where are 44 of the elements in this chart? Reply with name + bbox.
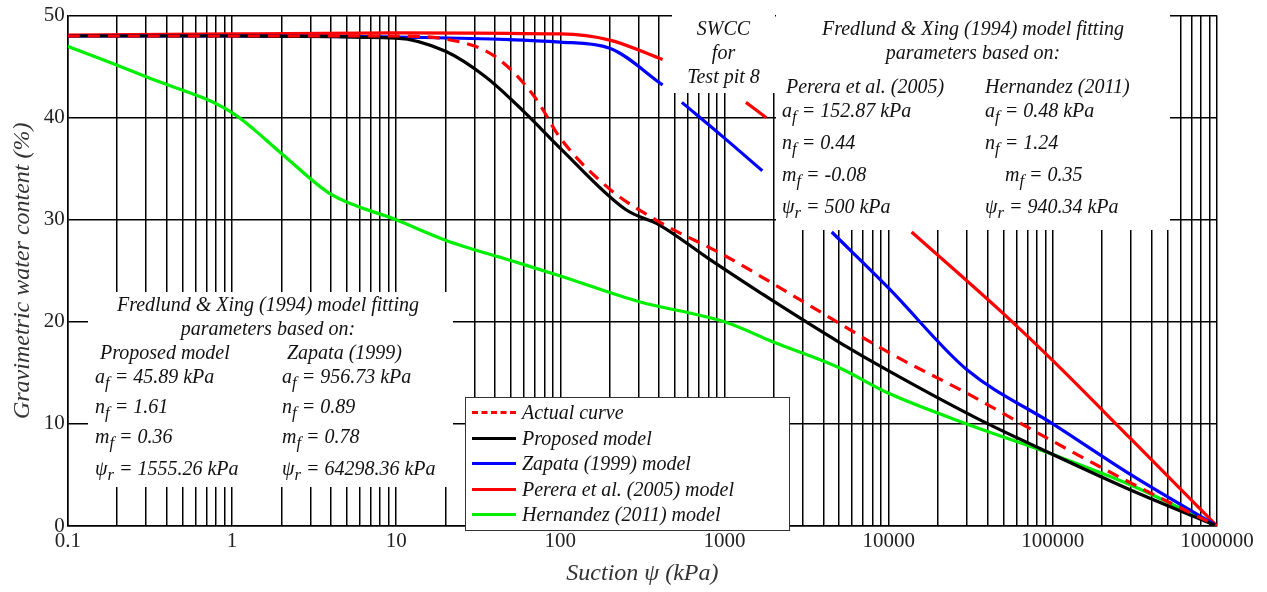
annotation: n$_{f}$ = 1.61	[95, 394, 170, 424]
annotation: ψ$_{r}$ = 940.34 kPa	[985, 194, 1120, 224]
annotation: Perera et al. (2005)	[786, 74, 946, 98]
x-tick-label: 10	[385, 528, 407, 553]
x-axis-title: Suction ψ (kPa)	[566, 558, 719, 585]
annotation: Test pit 8	[686, 64, 761, 88]
y-tick-label: 40	[43, 104, 65, 129]
legend-label: Hernandez (2011) model	[522, 503, 721, 527]
x-tick-label: 1000000	[1180, 528, 1254, 553]
annotation: n$_{f}$ = 0.89	[282, 394, 357, 424]
annotation: Proposed model	[100, 340, 231, 364]
annotation: m$_{f}$ = 0.35	[1005, 162, 1084, 192]
y-tick-label: 50	[43, 2, 65, 27]
annotation: n$_{f}$ = 1.24	[985, 130, 1060, 160]
annotation: Hernandez (2011)	[985, 74, 1131, 98]
annotation: n$_{f}$ = 0.44	[782, 130, 857, 160]
annotation: m$_{f}$ = 0.36	[95, 424, 174, 454]
annotation: SWCC	[695, 16, 752, 40]
y-tick-label: 10	[43, 410, 65, 435]
x-tick-label: 100	[544, 528, 577, 553]
annotation: Zapata (1999)	[287, 340, 403, 364]
x-tick-label: 1000	[703, 528, 746, 553]
annotation: ψ$_{r}$ = 500 kPa	[782, 194, 892, 224]
x-tick-label: 1	[226, 528, 238, 553]
y-axis-title: Gravimetric water content (%)	[7, 122, 34, 420]
annotation: m$_{f}$ = -0.08	[782, 162, 868, 192]
annotation: for	[710, 40, 737, 64]
annotation: ψ$_{r}$ = 1555.26 kPa	[95, 456, 240, 486]
legend-label: Proposed model	[522, 426, 652, 450]
annotation: a$_{f}$ = 0.48 kPa	[985, 98, 1096, 128]
legend-label: Perera et al. (2005) model	[522, 477, 734, 501]
legend-label: Actual curve	[522, 401, 624, 425]
annotation: ψ$_{r}$ = 64298.36 kPa	[282, 456, 437, 486]
x-tick-label: 10000	[862, 528, 915, 553]
annotation: a$_{f}$ = 45.89 kPa	[95, 364, 216, 394]
annotation: a$_{f}$ = 152.87 kPa	[782, 98, 913, 128]
annotation: Fredlund & Xing (1994) model fitting parameters based on:	[821, 16, 1125, 64]
x-tick-label: 100000	[1021, 528, 1085, 553]
annotation: m$_{f}$ = 0.78	[282, 424, 361, 454]
y-tick-label: 30	[43, 206, 65, 231]
y-tick-label: 20	[43, 308, 65, 333]
annotation: a$_{f}$ = 956.73 kPa	[282, 364, 413, 394]
legend-label: Zapata (1999) model	[522, 452, 691, 476]
annotation: Fredlund & Xing (1994) model fitting parameters based on:	[116, 292, 420, 340]
